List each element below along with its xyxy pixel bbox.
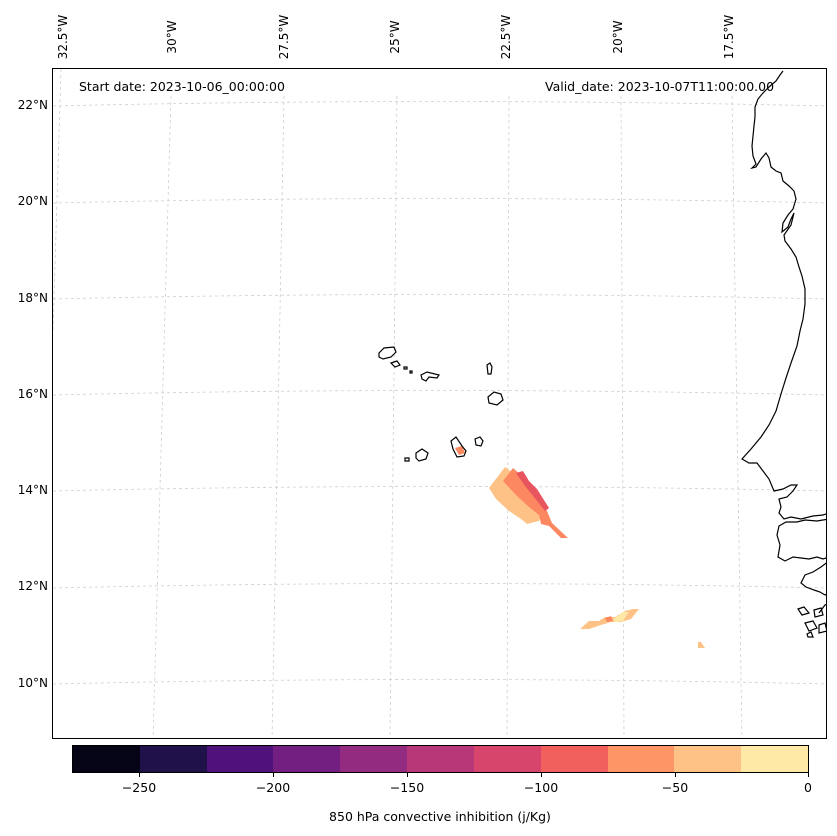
lon-label-27-5w: 27.5°W <box>277 14 291 60</box>
island-santo-antao <box>378 346 397 360</box>
lon-label-20w: 20°W <box>611 20 625 54</box>
colorbar-segment-0 <box>73 746 140 772</box>
colorbar-tick-label: −100 <box>523 780 559 795</box>
colorbar-segment-4 <box>340 746 408 772</box>
graticule <box>53 69 826 738</box>
colorbar-segment-9 <box>674 746 742 772</box>
cin-region-south-3 <box>605 616 613 622</box>
cin-region-south-4 <box>698 642 705 648</box>
colorbar-tick <box>273 773 274 777</box>
map-panel[interactable] <box>52 68 827 739</box>
colorbar-tick <box>139 773 140 777</box>
colorbar-segment-8 <box>607 746 675 772</box>
colorbar-tick <box>541 773 542 777</box>
island-boa-vista <box>487 391 504 406</box>
lon-label-30w: 30°W <box>165 20 179 54</box>
colorbar-tick <box>675 773 676 777</box>
lat-label-22n: 22°N <box>17 98 48 112</box>
colorbar-tick <box>808 773 809 777</box>
lon-label-25w: 25°W <box>388 20 402 54</box>
cin-region-fogo <box>455 446 465 455</box>
island-santiago <box>450 436 467 458</box>
lat-label-12n: 12°N <box>17 579 48 593</box>
cin-region-south-2 <box>613 612 629 622</box>
colorbar-tick-label: 0 <box>804 780 812 795</box>
lat-label-14n: 14°N <box>17 483 48 497</box>
colorbar-tick-label: −200 <box>255 780 291 795</box>
colorbar-segment-7 <box>540 746 608 772</box>
colorbar-tick <box>407 773 408 777</box>
map-canvas <box>53 69 826 738</box>
colorbar-segment-2 <box>206 746 274 772</box>
lat-label-20n: 20°N <box>17 194 48 208</box>
island-sao-nicolau <box>420 371 440 382</box>
lat-label-18n: 18°N <box>17 291 48 305</box>
africa-coastline-guinea <box>800 562 826 596</box>
africa-coastline <box>741 70 826 520</box>
cin-field <box>455 446 705 648</box>
island-maio <box>474 436 484 447</box>
colorbar-segment-3 <box>273 746 341 772</box>
colorbar <box>72 745 809 773</box>
colorbar-segment-1 <box>139 746 207 772</box>
africa-coastline-south <box>776 518 826 562</box>
colorbar-segment-5 <box>407 746 474 772</box>
island-ilheus <box>409 370 413 374</box>
start-date-label: Start date: 2023-10-06_00:00:00 <box>79 79 285 94</box>
cin-region-main-dark <box>516 471 549 511</box>
lon-label-17-5w: 17.5°W <box>722 14 736 60</box>
island-fogo <box>415 448 429 462</box>
africa-coastline-islands <box>797 603 826 638</box>
colorbar-tick-label: −50 <box>661 780 689 795</box>
island-sao-vicente <box>389 360 401 368</box>
colorbar-title: 850 hPa convective inhibition (j/Kg) <box>329 809 551 824</box>
colorbar-segment-10 <box>741 746 808 772</box>
lat-label-10n: 10°N <box>17 676 48 690</box>
colorbar-tick-label: −250 <box>121 780 157 795</box>
valid-date-label: Valid_date: 2023-10-07T11:00:00.00 <box>545 79 775 94</box>
island-sal <box>486 362 493 375</box>
cin-region-main-mid <box>503 468 568 538</box>
island-santa-luzia <box>403 366 408 370</box>
coastlines <box>378 70 826 638</box>
lat-label-16n: 16°N <box>17 387 48 401</box>
island-brava <box>404 457 410 462</box>
colorbar-segment-6 <box>473 746 541 772</box>
lon-label-22-5w: 22.5°W <box>499 14 513 60</box>
colorbar-tick-label: −150 <box>389 780 425 795</box>
cin-region-main-light <box>489 467 542 524</box>
lon-label-32-5w: 32.5°W <box>56 14 70 60</box>
